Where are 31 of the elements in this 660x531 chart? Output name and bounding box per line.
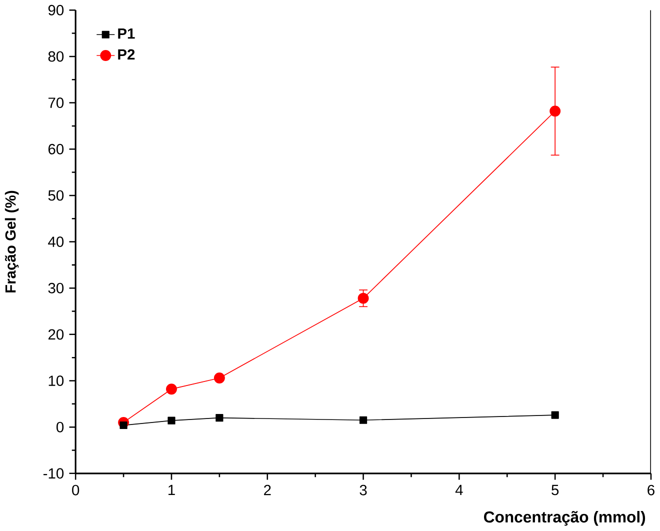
y-tick-label: 80	[48, 51, 64, 62]
x-axis-title: Concentração (mmol)	[484, 511, 646, 526]
point	[359, 416, 368, 424]
y-tick-label: 20	[48, 329, 64, 340]
y-tick-label: 0	[56, 422, 64, 432]
x-tick-label: 3	[360, 485, 367, 496]
point	[120, 422, 128, 430]
point	[550, 106, 561, 117]
point	[166, 384, 177, 395]
y-tick-label: 60	[48, 144, 64, 155]
y-tick-label: 40	[48, 236, 64, 248]
x-tick-label: 1	[168, 485, 175, 496]
y-tick-label: -10	[43, 468, 64, 479]
y-axis-title: Fração Gel (%)	[4, 191, 19, 293]
legend-label: P2	[118, 49, 135, 60]
y-tick-label: 30	[48, 283, 64, 294]
point	[216, 414, 224, 422]
x-tick-label: 6	[648, 485, 654, 496]
point	[168, 416, 176, 425]
point	[214, 372, 225, 384]
legend-label: P1	[118, 28, 135, 39]
x-tick-label: 2	[264, 485, 271, 496]
y-tick-label: 90	[48, 5, 64, 16]
x-tick-label: 4	[455, 485, 463, 496]
point	[551, 411, 559, 420]
y-tick-label: 10	[48, 376, 64, 386]
y-tick-label: 50	[48, 190, 64, 201]
x-tick-label: 0	[72, 485, 80, 496]
y-tick-label: 70	[48, 98, 64, 108]
point	[358, 293, 369, 304]
x-tick-label: 5	[552, 485, 559, 496]
